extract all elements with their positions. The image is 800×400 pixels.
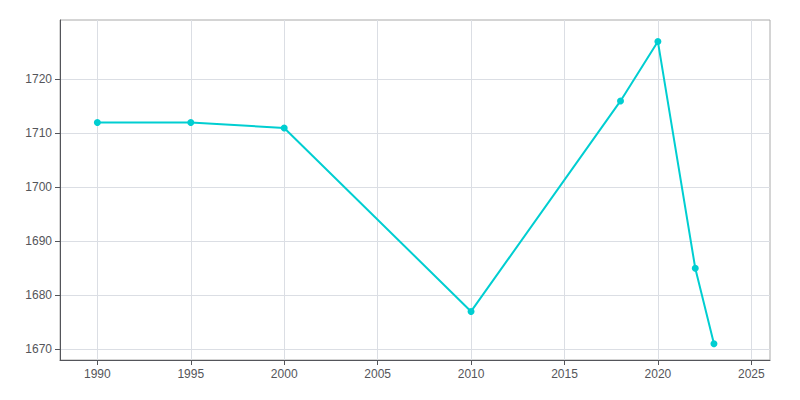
svg-text:2025: 2025	[738, 367, 765, 381]
svg-text:1995: 1995	[177, 367, 204, 381]
svg-text:1990: 1990	[84, 367, 111, 381]
svg-text:1720: 1720	[25, 72, 52, 86]
svg-text:1700: 1700	[25, 180, 52, 194]
svg-text:1710: 1710	[25, 126, 52, 140]
svg-text:2010: 2010	[458, 367, 485, 381]
svg-text:1670: 1670	[25, 342, 52, 356]
svg-text:2020: 2020	[645, 367, 672, 381]
svg-text:2000: 2000	[271, 367, 298, 381]
svg-text:1680: 1680	[25, 288, 52, 302]
svg-text:1690: 1690	[25, 234, 52, 248]
svg-text:2005: 2005	[364, 367, 391, 381]
svg-text:2015: 2015	[551, 367, 578, 381]
